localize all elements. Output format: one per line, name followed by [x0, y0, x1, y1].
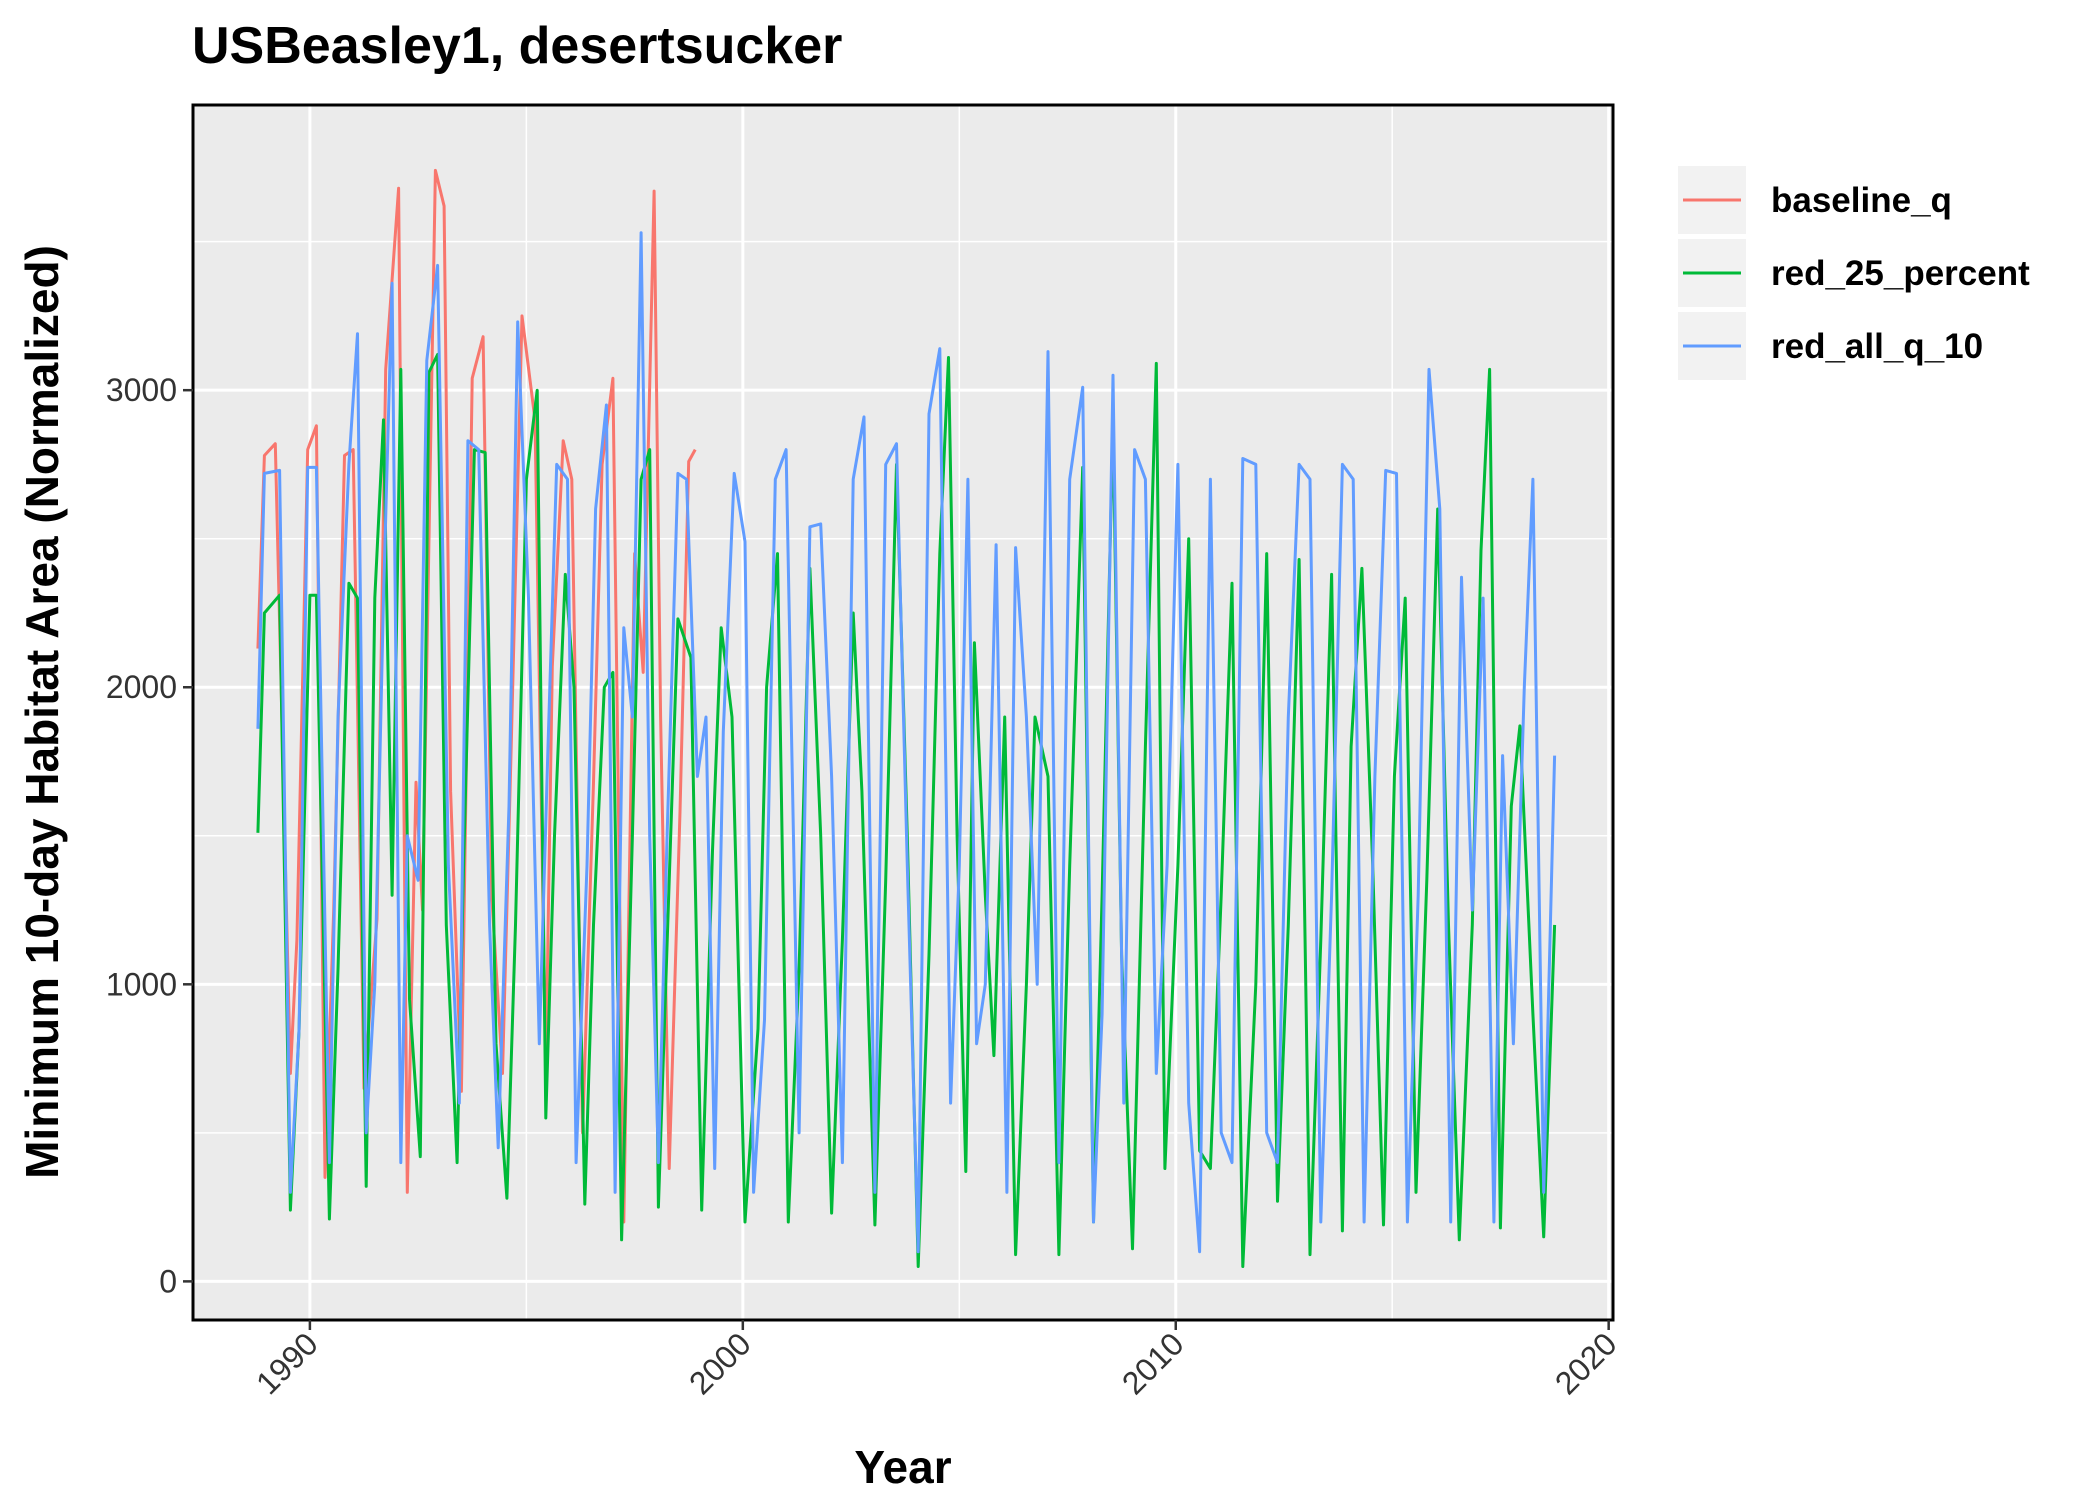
legend-label: red_25_percent: [1771, 254, 2030, 293]
series-line-red-25-percent: [256, 353, 1557, 1268]
y-tick-label: 0: [159, 1263, 177, 1299]
plot-border: [191, 103, 1615, 1322]
minor-gridlines: [193, 105, 1613, 1320]
chart-title: USBeasley1, desertsucker: [192, 17, 842, 75]
series-line-baseline-q: [256, 168, 697, 1224]
x-tick-label: 2000: [682, 1325, 758, 1401]
y-tick-label: 1000: [106, 966, 177, 1002]
legend-label: red_all_q_10: [1771, 327, 1983, 366]
x-axis: 1990 2000 2010 2020: [249, 1320, 1624, 1401]
legend-label: baseline_q: [1771, 181, 1952, 220]
y-tick-label: 3000: [106, 372, 177, 408]
legend: baseline_q red_25_percent red_all_q_10: [1678, 166, 2030, 380]
x-axis-title: Year: [854, 1441, 951, 1493]
y-tick-label: 2000: [106, 669, 177, 705]
x-tick-label: 2020: [1548, 1325, 1624, 1401]
y-axis-title: Minimum 10-day Habitat Area (Normalized): [16, 245, 68, 1179]
x-tick-label: 1990: [249, 1325, 325, 1401]
series-lines: [256, 168, 1557, 1268]
series-line-red-all-q-10: [256, 231, 1557, 1254]
x-tick-label: 2010: [1115, 1325, 1191, 1401]
y-axis: 0 1000 2000 3000: [106, 372, 193, 1299]
